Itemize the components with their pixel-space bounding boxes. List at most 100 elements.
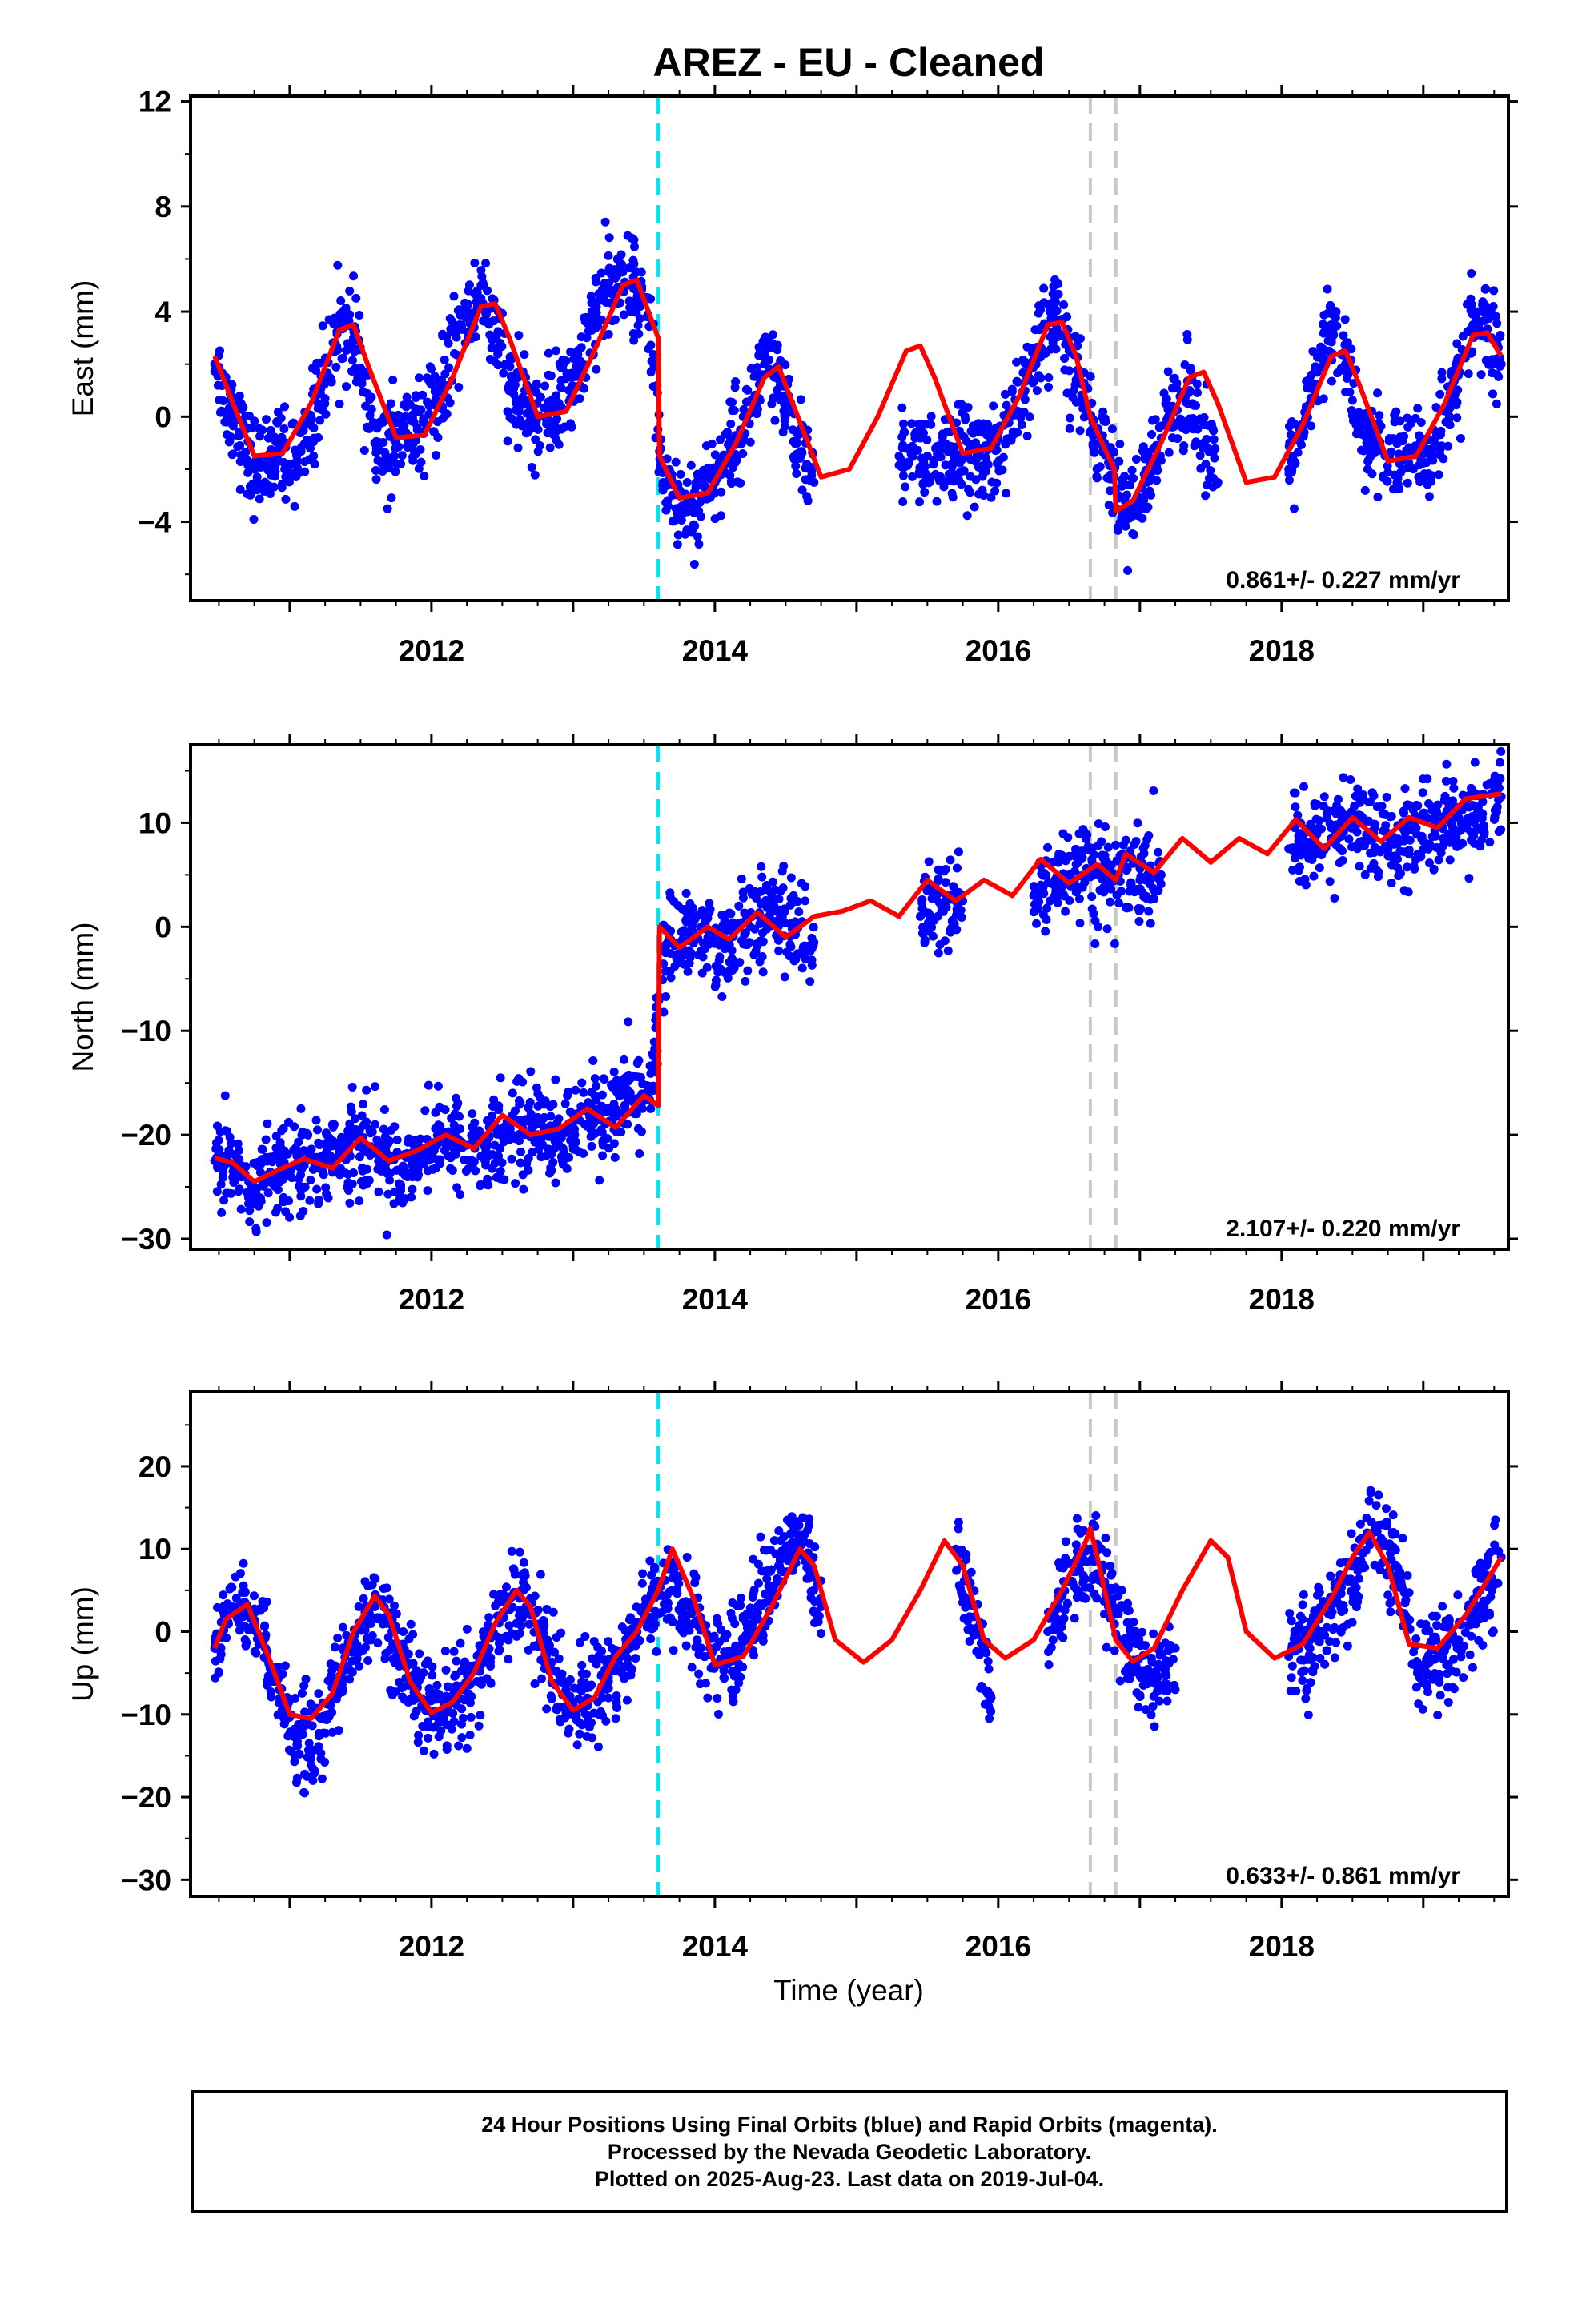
data-point	[739, 404, 749, 414]
data-point	[1289, 843, 1299, 853]
data-point	[1360, 870, 1370, 879]
data-point	[1450, 389, 1460, 399]
data-point	[614, 1090, 624, 1100]
data-point	[634, 1072, 644, 1082]
data-point	[1458, 838, 1468, 848]
data-point	[1173, 434, 1182, 444]
data-point	[693, 532, 702, 541]
data-point	[234, 432, 243, 441]
data-point	[257, 1144, 267, 1154]
data-point	[219, 1590, 228, 1600]
data-point	[449, 1717, 459, 1727]
data-point	[592, 1081, 601, 1091]
data-point	[260, 1621, 270, 1630]
data-point	[1419, 469, 1429, 479]
data-point	[423, 1656, 432, 1666]
data-point	[296, 1104, 306, 1113]
data-point	[1456, 433, 1465, 443]
data-point	[745, 437, 755, 447]
data-point	[536, 1570, 545, 1579]
data-point	[974, 422, 984, 432]
data-point	[1291, 802, 1300, 812]
data-point	[445, 398, 455, 408]
data-point	[500, 1175, 509, 1184]
data-point	[1130, 530, 1139, 540]
data-point	[1434, 470, 1443, 480]
data-point	[366, 1128, 375, 1138]
data-point	[1387, 878, 1396, 887]
data-point	[526, 1116, 536, 1125]
data-point	[624, 1017, 633, 1027]
data-point	[412, 1666, 421, 1675]
data-point	[661, 505, 671, 515]
data-point	[449, 292, 459, 301]
data-point	[514, 1130, 524, 1140]
data-point	[255, 432, 265, 441]
data-point	[1092, 472, 1102, 481]
data-point	[1442, 759, 1452, 769]
data-point	[1110, 939, 1119, 948]
data-point	[717, 487, 726, 497]
data-point	[1164, 448, 1174, 457]
data-point	[359, 1100, 368, 1109]
data-point	[728, 965, 737, 975]
data-point	[1209, 426, 1219, 436]
data-point	[575, 1729, 584, 1739]
data-point	[416, 1160, 425, 1169]
data-point	[408, 456, 418, 465]
data-point	[1034, 308, 1043, 318]
data-point	[250, 1647, 259, 1656]
data-point	[1166, 401, 1175, 411]
data-point	[284, 1745, 294, 1755]
data-point	[551, 1075, 560, 1084]
data-point	[401, 402, 411, 412]
data-point	[1488, 389, 1497, 399]
data-point	[1369, 791, 1379, 801]
data-point	[321, 1183, 331, 1192]
data-point	[388, 375, 398, 384]
data-point	[1134, 497, 1144, 507]
data-point	[276, 1142, 286, 1152]
data-point	[465, 1731, 475, 1740]
data-point	[474, 1721, 484, 1731]
data-point	[575, 1684, 584, 1694]
data-point	[992, 459, 1002, 468]
data-point	[474, 1126, 484, 1136]
data-point	[738, 448, 748, 458]
data-point	[552, 1666, 561, 1675]
data-point	[1496, 362, 1505, 372]
data-point	[662, 454, 672, 464]
data-point	[934, 874, 943, 883]
data-point	[691, 478, 701, 488]
data-point	[354, 1661, 363, 1671]
data-point	[489, 1590, 499, 1599]
data-point	[1094, 819, 1103, 829]
data-point	[428, 1723, 438, 1732]
data-point	[1295, 862, 1304, 872]
data-point	[713, 967, 723, 977]
data-point	[1463, 327, 1472, 336]
data-point	[359, 1594, 368, 1603]
data-point	[943, 946, 953, 955]
data-point	[1480, 283, 1490, 293]
data-point	[619, 310, 628, 320]
data-point	[401, 1168, 411, 1177]
data-point	[387, 493, 396, 503]
data-point	[456, 1666, 466, 1675]
data-point	[925, 473, 934, 483]
data-point	[213, 380, 223, 390]
data-point	[423, 1166, 432, 1176]
data-point	[1390, 470, 1399, 480]
data-point	[363, 422, 372, 432]
data-point	[1357, 837, 1367, 846]
data-point	[627, 233, 636, 243]
model-curve	[214, 791, 1502, 1184]
data-point	[1354, 810, 1363, 820]
data-point	[803, 496, 813, 505]
data-point	[524, 1619, 534, 1629]
data-point	[917, 461, 927, 471]
data-point	[544, 370, 553, 380]
data-point	[1054, 329, 1064, 339]
data-point	[1061, 907, 1070, 916]
data-point	[321, 1728, 331, 1738]
